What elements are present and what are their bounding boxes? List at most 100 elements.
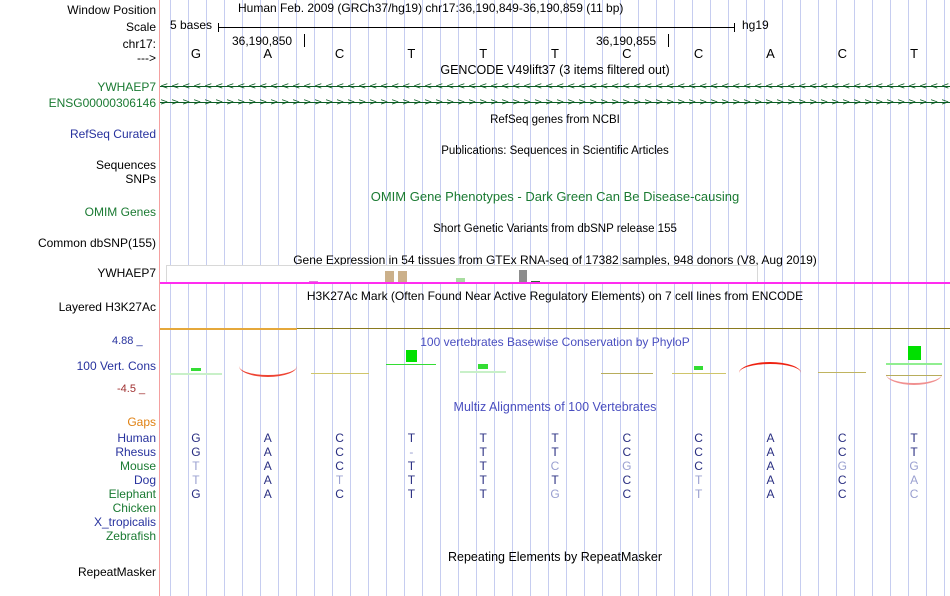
species-label-human[interactable]: Human [117, 431, 156, 445]
track-label-common-dbsnp[interactable]: Common dbSNP(155) [37, 236, 156, 250]
track-label-sequences[interactable]: Sequences [95, 158, 156, 172]
species-label-elephant[interactable]: Elephant [108, 487, 156, 501]
strand-arrow-icon: < [446, 82, 455, 91]
gencode-transcript-row-minus[interactable]: < < < < < < < < < < < < < < < < < < < < < < < < < < < < < < < < < < < < < < < <… [160, 82, 950, 91]
reference-base: A [766, 46, 775, 61]
strand-arrow-icon: > [468, 98, 477, 107]
gencode-minus-strand-line [160, 86, 950, 87]
multiz-base: T [551, 431, 559, 445]
strand-arrow-icon: < [314, 82, 323, 91]
species-label-gaps[interactable]: Gaps [127, 415, 156, 429]
track-label-layered-h3k27ac[interactable]: Layered H3K27Ac [58, 300, 156, 314]
strand-arrow-icon: > [897, 98, 906, 107]
multiz-base: A [263, 431, 272, 445]
strand-arrow-icon: > [864, 98, 873, 107]
strand-arrow-icon: < [259, 82, 268, 91]
h3k27ac-track-title: H3K27Ac Mark (Often Found Near Active Re… [306, 289, 804, 303]
strand-arrow-icon: > [204, 98, 213, 107]
track-label-snps[interactable]: SNPs [125, 172, 156, 186]
multiz-base: C [622, 487, 632, 501]
strand-arrow-icon: > [248, 98, 257, 107]
strand-arrow-icon: < [347, 82, 356, 91]
phylop-baseline-segment [460, 371, 507, 373]
strand-arrow-icon: > [798, 98, 807, 107]
strand-arrow-icon: > [633, 98, 642, 107]
multiz-base: T [407, 473, 416, 487]
track-label-100-vert-cons[interactable]: 100 Vert. Cons [76, 359, 156, 373]
strand-arrow-icon: < [413, 82, 422, 91]
strand-arrow-icon: > [754, 98, 763, 107]
coordinate-label-right: 36,190,855 [596, 34, 657, 48]
multiz-base: C [622, 473, 632, 487]
species-label-mouse[interactable]: Mouse [119, 459, 156, 473]
strand-arrow-icon: < [710, 82, 719, 91]
multiz-base: C [909, 487, 919, 501]
strand-arrow-icon: > [501, 98, 510, 107]
species-label-rhesus[interactable]: Rhesus [115, 445, 156, 459]
multiz-base: G [837, 459, 847, 473]
phylop-baseline-segment [169, 373, 222, 375]
strand-arrow-icon: > [809, 98, 818, 107]
scale-label: Scale [125, 20, 156, 34]
track-label-omim-genes[interactable]: OMIM Genes [84, 205, 156, 219]
track-label-repeatmasker[interactable]: RepeatMasker [77, 565, 156, 579]
multiz-base: G [550, 487, 560, 501]
strand-arrow-icon: > [226, 98, 235, 107]
multiz-base: C [622, 431, 632, 445]
strand-arrow-icon: > [622, 98, 631, 107]
gtex-expression-graph[interactable] [166, 265, 758, 283]
strand-arrow-icon: > [347, 98, 356, 107]
strand-arrow-icon: > [688, 98, 697, 107]
strand-arrow-icon: < [886, 82, 895, 91]
multiz-base: C [694, 431, 703, 445]
strand-arrow-icon: > [831, 98, 840, 107]
strand-arrow-icon: < [754, 82, 763, 91]
strand-arrow-icon: < [523, 82, 532, 91]
strand-arrow-icon: < [941, 82, 950, 91]
species-label-chicken[interactable]: Chicken [112, 501, 156, 515]
coordinate-label-left: 36,190,850 [232, 34, 293, 48]
strand-arrow-icon: > [512, 98, 521, 107]
reference-base: C [334, 46, 345, 61]
strand-arrow-icon: < [380, 82, 389, 91]
strand-arrow-icon: < [578, 82, 587, 91]
track-label-refseq-curated[interactable]: RefSeq Curated [69, 127, 156, 141]
gtex-tissue-bar [398, 271, 407, 283]
strand-arrow-icon: > [567, 98, 576, 107]
reference-base: C [693, 46, 704, 61]
strand-arrow-icon: > [413, 98, 422, 107]
strand-arrow-icon: > [666, 98, 675, 107]
window-position-label: Window Position [67, 3, 156, 17]
strand-arrow-icon: > [677, 98, 686, 107]
track-data-area: Human Feb. 2009 (GRCh37/hg19) chr17:36,1… [160, 0, 950, 596]
strand-arrow-icon: < [325, 82, 334, 91]
multiz-base: A [910, 473, 919, 487]
strand-arrow-icon: < [600, 82, 609, 91]
species-label-dog[interactable]: Dog [133, 473, 156, 487]
track-label-ywhaep7-gencode[interactable]: YWHAEP7 [97, 80, 156, 94]
strand-arrow-icon: > [611, 98, 620, 107]
multiz-base: T [407, 431, 416, 445]
strand-arrow-icon: > [721, 98, 730, 107]
track-label-gtex-ywhaep7[interactable]: YWHAEP7 [97, 266, 156, 280]
strand-arrow-icon: > [182, 98, 191, 107]
strand-arrow-icon: > [578, 98, 587, 107]
strand-arrow-icon: > [259, 98, 268, 107]
strand-arrow-icon: < [435, 82, 444, 91]
gencode-transcript-row-plus[interactable]: > > > > > > > > > > > > > > > > > > > > > > > > > > > > > > > > > > > > > > > >… [160, 98, 950, 107]
strand-arrow-icon: < [402, 82, 411, 91]
phylop-baseline-segment [386, 364, 437, 365]
strand-arrow-icon: > [589, 98, 598, 107]
multiz-base: C [694, 459, 703, 473]
species-label-x-tropicalis[interactable]: X_tropicalis [93, 515, 156, 529]
multiz-base: C [335, 459, 344, 473]
repeatmasker-track-title: Repeating Elements by RepeatMasker [447, 550, 662, 564]
phylop-bar [907, 346, 921, 360]
species-label-zebrafish[interactable]: Zebrafish [105, 529, 156, 543]
strand-arrow-icon: < [292, 82, 301, 91]
multiz-base: T [479, 487, 487, 501]
strand-arrow-icon: < [270, 82, 279, 91]
track-label-ensg00000306146[interactable]: ENSG00000306146 [48, 96, 156, 110]
strand-arrow-icon: > [710, 98, 719, 107]
multiz-base: C [622, 445, 632, 459]
